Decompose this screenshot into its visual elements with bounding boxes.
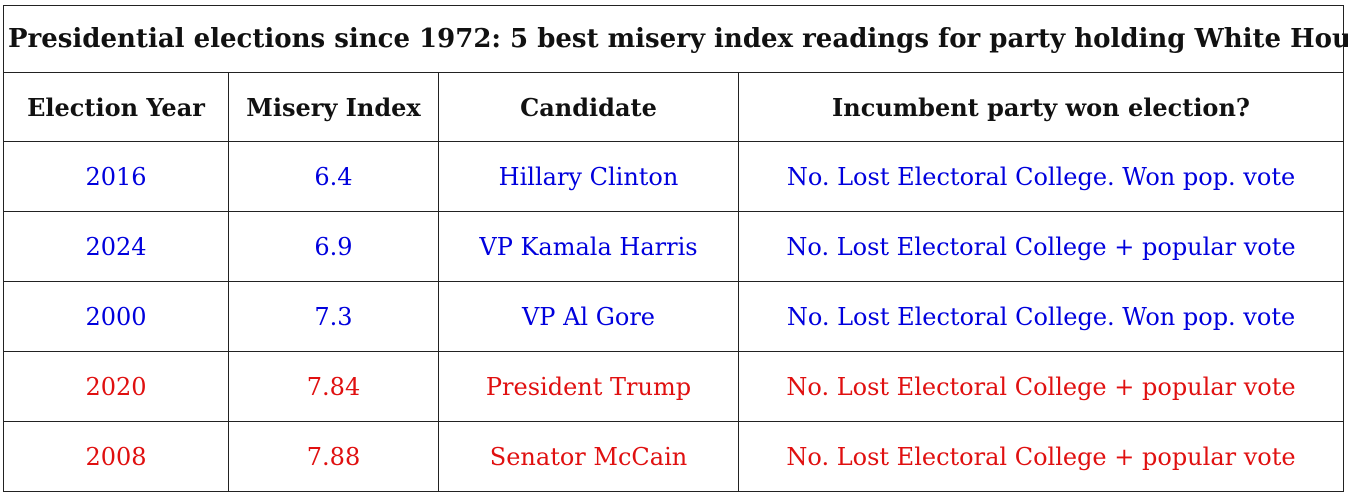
cell-year: 2016	[3, 141, 229, 212]
header-incumbent-won: Incumbent party won election?	[737, 72, 1345, 142]
table-row: 2008 7.88 Senator McCain No. Lost Electo…	[3, 421, 1345, 492]
cell-misery-index: 7.84	[228, 351, 439, 422]
cell-result: No. Lost Electoral College. Won pop. vot…	[737, 281, 1345, 352]
table-title: Presidential elections since 1972: 5 bes…	[2, 5, 1348, 73]
cell-result: No. Lost Electoral College + popular vot…	[737, 421, 1345, 492]
header-row: Election Year Misery Index Candidate Inc…	[3, 72, 1345, 142]
cell-misery-index: 7.88	[228, 421, 439, 492]
cell-misery-index: 6.9	[228, 211, 439, 282]
table-row: 2000 7.3 VP Al Gore No. Lost Electoral C…	[3, 281, 1345, 352]
cell-candidate: VP Kamala Harris	[438, 211, 739, 282]
table-row: 2020 7.84 President Trump No. Lost Elect…	[3, 351, 1345, 422]
cell-result: No. Lost Electoral College. Won pop. vot…	[737, 141, 1345, 212]
header-misery-index: Misery Index	[228, 72, 439, 142]
cell-year: 2024	[3, 211, 229, 282]
cell-result: No. Lost Electoral College + popular vot…	[737, 211, 1345, 282]
cell-candidate: Senator McCain	[438, 421, 739, 492]
table-row: 2016 6.4 Hillary Clinton No. Lost Electo…	[3, 141, 1345, 212]
cell-result: No. Lost Electoral College + popular vot…	[737, 351, 1345, 422]
cell-candidate: VP Al Gore	[438, 281, 739, 352]
elections-table: Presidential elections since 1972: 5 bes…	[2, 5, 1348, 492]
header-candidate: Candidate	[438, 72, 739, 142]
header-election-year: Election Year	[3, 72, 229, 142]
cell-misery-index: 7.3	[228, 281, 439, 352]
cell-year: 2020	[3, 351, 229, 422]
cell-year: 2000	[3, 281, 229, 352]
cell-misery-index: 6.4	[228, 141, 439, 212]
cell-candidate: President Trump	[438, 351, 739, 422]
cell-year: 2008	[3, 421, 229, 492]
table-row: 2024 6.9 VP Kamala Harris No. Lost Elect…	[3, 211, 1345, 282]
cell-candidate: Hillary Clinton	[438, 141, 739, 212]
